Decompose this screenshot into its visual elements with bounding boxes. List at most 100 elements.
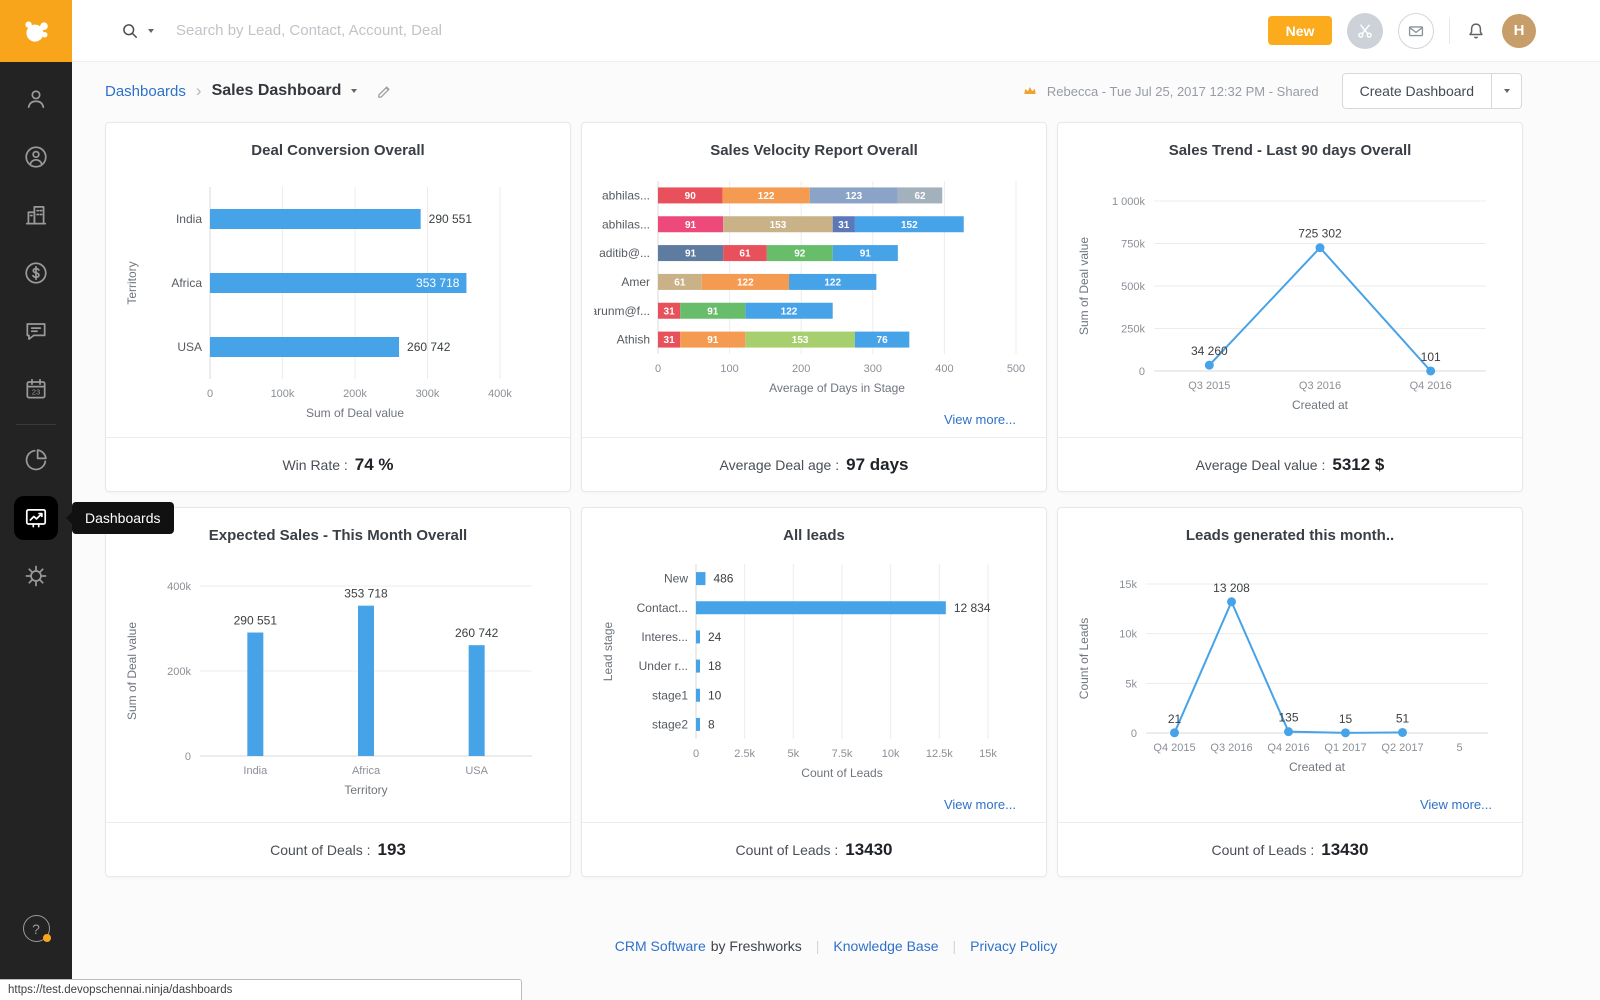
search-input[interactable] <box>176 22 606 39</box>
svg-text:15: 15 <box>1339 712 1353 726</box>
card-title: All leads <box>783 527 845 544</box>
expected-sales-chart-area: 0 200k 400k India Africa USA Territory Sum of D… <box>106 556 570 822</box>
cards-grid: Deal Conversion Overall 0 100k 200k 300k 400… <box>72 120 1600 877</box>
view-more-link[interactable]: View more... <box>943 797 1016 812</box>
scissors-icon <box>1358 23 1372 38</box>
sidebar-item-conversations[interactable] <box>14 309 58 353</box>
bell-icon <box>1469 22 1483 39</box>
svg-text:31: 31 <box>664 306 676 317</box>
dashboard-selector-caret-icon[interactable] <box>351 89 358 93</box>
sidebar-item-reports[interactable] <box>14 438 58 482</box>
sidebar-item-leads[interactable] <box>14 77 58 121</box>
svg-text:New: New <box>664 572 688 586</box>
view-more-row: View more... <box>582 796 1046 822</box>
sidebar-item-contacts[interactable] <box>14 135 58 179</box>
main-area: New H Dashboards › Sales Dashboard <box>72 0 1600 1000</box>
svg-text:135: 135 <box>1278 711 1298 725</box>
svg-text:Territory: Territory <box>125 261 139 304</box>
svg-text:260 742: 260 742 <box>407 340 451 354</box>
card-title: Sales Trend - Last 90 days Overall <box>1168 142 1412 159</box>
view-more-row: View more... <box>582 411 1046 437</box>
sidebar: 23 Dashboards ? <box>0 0 174 1000</box>
new-button[interactable]: New <box>1268 16 1332 45</box>
svg-text:8: 8 <box>708 717 715 731</box>
card-footer: Win Rate : 74 % <box>106 437 570 491</box>
knowledge-base-link[interactable]: Knowledge Base <box>833 937 939 954</box>
svg-text:353 718: 353 718 <box>416 276 460 290</box>
person-icon <box>27 90 45 108</box>
card-leads-generated: Leads generated this month.. 0 5k 10k 15k Q4… <box>1057 507 1523 877</box>
help-icon: ? <box>22 915 51 942</box>
notifications-button[interactable] <box>1465 20 1487 42</box>
svg-text:18: 18 <box>708 659 722 673</box>
svg-text:91: 91 <box>685 220 697 231</box>
topbar: New H <box>72 0 1600 62</box>
card-footer: Count of Deals : 193 <box>106 822 570 876</box>
user-avatar[interactable]: H <box>1502 13 1536 48</box>
svg-text:Count of Leads: Count of Leads <box>1077 618 1091 699</box>
breadcrumb-dashboards-link[interactable]: Dashboards <box>105 82 186 100</box>
card-title: Leads generated this month.. <box>1185 527 1395 544</box>
crm-software-link[interactable]: CRM Software <box>614 937 706 954</box>
chevron-down-icon <box>1503 89 1510 93</box>
expected-sales-chart: 0 200k 400k India Africa USA Territory Sum of D… <box>125 581 532 797</box>
gear-icon <box>25 565 47 587</box>
page-header-right: Rebecca - Tue Jul 25, 2017 12:32 PM - Sh… <box>1022 73 1522 109</box>
all-leads-chart-area: 0 2.5k 5k 7.5k 10k 12.5k 15k Count of Leads Lead… <box>582 556 1046 796</box>
svg-text:200k: 200k <box>167 666 191 678</box>
svg-text:750k: 750k <box>1121 239 1145 251</box>
card-footer: Count of Leads : 13430 <box>582 822 1046 876</box>
view-more-link[interactable]: View more... <box>1419 797 1492 812</box>
svg-text:15k: 15k <box>979 748 997 760</box>
privacy-policy-link[interactable]: Privacy Policy <box>970 937 1058 954</box>
create-dashboard-caret-button[interactable] <box>1492 73 1522 109</box>
freshworks-logo[interactable] <box>0 0 72 62</box>
svg-text:122: 122 <box>758 191 775 202</box>
quick-action-button[interactable] <box>1347 12 1383 49</box>
svg-text:90: 90 <box>685 191 697 202</box>
svg-text:500k: 500k <box>1121 281 1145 293</box>
topbar-actions: New H <box>1268 12 1536 49</box>
svg-text:15k: 15k <box>1119 579 1137 591</box>
view-more-link[interactable]: View more... <box>943 412 1016 427</box>
svg-text:100: 100 <box>720 363 738 375</box>
svg-text:Africa: Africa <box>171 276 202 290</box>
help-button[interactable]: ? <box>22 915 51 942</box>
sidebar-item-deals[interactable] <box>14 251 58 295</box>
svg-text:abhilas...: abhilas... <box>602 217 650 231</box>
sidebar-item-settings[interactable] <box>14 554 58 598</box>
person-circle-icon <box>25 146 47 168</box>
sales-trend-chart-area: 0 250k 500k 750k 1 000k Q3 2015 Q3 2016 Q4 2016… <box>1058 171 1522 437</box>
svg-text:2.5k: 2.5k <box>734 748 755 760</box>
svg-text:0: 0 <box>207 388 213 400</box>
freshworks-logo-icon <box>25 21 48 42</box>
svg-text:23: 23 <box>32 387 40 396</box>
breadcrumb-separator-icon: › <box>195 81 202 100</box>
svg-text:122: 122 <box>737 277 754 288</box>
svg-text:400: 400 <box>935 363 953 375</box>
search-icon[interactable] <box>120 21 140 41</box>
svg-text:92: 92 <box>794 249 806 260</box>
svg-text:152: 152 <box>901 220 918 231</box>
sidebar-item-dashboards[interactable]: Dashboards <box>14 496 174 540</box>
search-filter-caret-icon[interactable] <box>148 28 154 33</box>
svg-text:7.5k: 7.5k <box>832 748 853 760</box>
svg-text:400k: 400k <box>167 581 191 593</box>
calendar-icon: 23 <box>26 378 46 399</box>
create-dashboard-button[interactable]: Create Dashboard <box>1341 73 1492 109</box>
svg-text:Sum of Deal value: Sum of Deal value <box>306 406 404 420</box>
global-search <box>120 21 1268 41</box>
edit-dashboard-button[interactable] <box>377 84 392 99</box>
svg-text:India: India <box>243 765 268 777</box>
sidebar-item-calendar[interactable]: 23 <box>14 367 58 411</box>
svg-text:300k: 300k <box>416 388 440 400</box>
sidebar-item-accounts[interactable] <box>14 193 58 237</box>
footer-value: 193 <box>377 839 406 859</box>
chat-icon <box>26 323 46 340</box>
svg-text:5k: 5k <box>1125 678 1137 690</box>
svg-text:Q2 2017: Q2 2017 <box>1381 742 1423 754</box>
email-button[interactable] <box>1398 12 1434 49</box>
create-dashboard-split-button: Create Dashboard <box>1341 73 1522 109</box>
card-title: Sales Velocity Report Overall <box>710 142 918 159</box>
svg-text:10k: 10k <box>882 748 900 760</box>
